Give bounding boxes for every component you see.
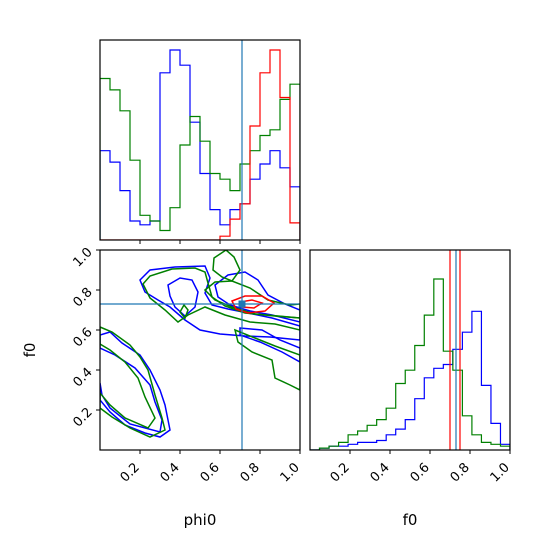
- f0-histogram-panel: 0.2 0.4 0.6 0.8 1.0: [309, 249, 513, 485]
- f0-y-tick-label-1: 0.4: [70, 365, 95, 390]
- f0-x-tick-label-0: 0.2: [328, 460, 353, 485]
- green-contour-outer: [142, 267, 300, 331]
- phi0-histogram-frame: [99, 39, 301, 241]
- f0-y-tick-label-4: 1.0: [70, 245, 95, 270]
- phi0-histogram-series-1: [100, 77, 300, 240]
- green-contour-upper: [212, 250, 241, 282]
- f0-histogram-series-0: [310, 310, 510, 450]
- f0-x-tick-label-2: 0.6: [408, 460, 433, 485]
- truth-marker: [238, 300, 246, 308]
- green-contour-right-lower: [233, 328, 300, 391]
- phi0-x-tick-label-4: 1.0: [278, 460, 303, 485]
- phi0-histogram-series-2: [100, 49, 300, 240]
- f0-histogram-frame: [309, 249, 511, 451]
- f0-x-tick-label-1: 0.4: [368, 460, 393, 485]
- phi0-histogram-panel: [99, 39, 301, 244]
- f0-histogram-series-1: [310, 278, 510, 450]
- phi0-x-tick-label-2: 0.6: [198, 460, 223, 485]
- phi0-x-tick-label-3: 0.8: [238, 460, 263, 485]
- green-contour-small: [179, 303, 189, 320]
- f0-x-tick-label-3: 0.8: [448, 460, 473, 485]
- contour-panel-frame: [99, 249, 301, 451]
- f0-y-tick-label-3: 0.8: [70, 285, 95, 310]
- blue-series-contours: [100, 265, 300, 438]
- green-contour-right: [203, 280, 300, 319]
- f0-x-tick-label-4: 1.0: [488, 460, 513, 485]
- blue-contour-right: [214, 271, 300, 323]
- green-series-contours: [100, 250, 300, 438]
- f0-vs-phi0-contour-panel: 0.2 0.4 0.6 0.8 1.0 0.2 0.4 0.6 0.8 1.0: [70, 245, 302, 485]
- x-axis-label-f0: f0: [403, 511, 418, 529]
- f0-y-tick-label-2: 0.6: [70, 325, 95, 350]
- blue-contour-outer: [139, 265, 300, 341]
- red-contour-outer: [230, 295, 276, 314]
- y-axis-label-f0: f0: [21, 343, 39, 358]
- blue-contour-lower-left: [100, 331, 171, 438]
- phi0-histogram-series-0: [100, 49, 300, 240]
- phi0-histogram-series: [100, 49, 300, 240]
- f0-histogram-series: [310, 250, 510, 450]
- phi0-x-tick-label-0: 0.2: [118, 460, 143, 485]
- blue-contour-inner: [167, 277, 199, 318]
- phi0-histogram-ticks: [139, 240, 301, 244]
- blue-contour-right-lower: [239, 327, 300, 363]
- f0-histogram-ticks: 0.2 0.4 0.6 0.8 1.0: [328, 450, 513, 485]
- f0-y-tick-label-0: 0.2: [70, 405, 95, 430]
- x-axis-label-phi0: phi0: [184, 511, 217, 529]
- contour-panel-ticks: 0.2 0.4 0.6 0.8 1.0 0.2 0.4 0.6 0.8 1.0: [70, 245, 302, 485]
- phi0-x-tick-label-1: 0.4: [158, 460, 183, 485]
- green-contour-lower-left: [100, 326, 166, 438]
